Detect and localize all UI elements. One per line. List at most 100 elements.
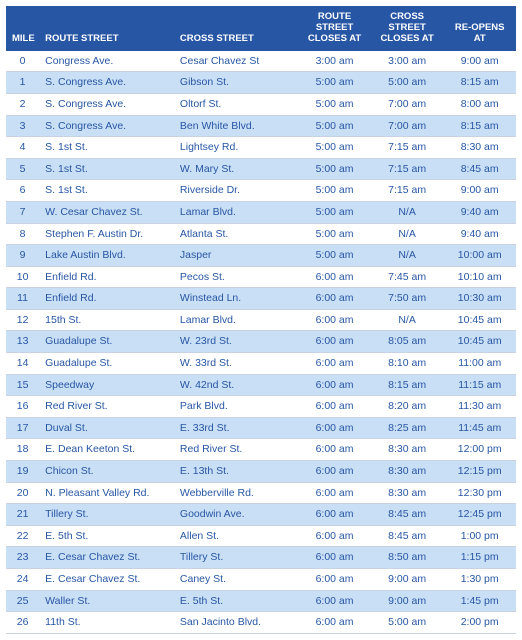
cell-reopens: 8:00 am: [443, 93, 516, 115]
table-row: 1S. Congress Ave.Gibson St.5:00 am5:00 a…: [6, 72, 516, 94]
cell-cross-closes: 9:00 am: [371, 569, 444, 591]
cell-reopens: 11:30 am: [443, 396, 516, 418]
cell-route-closes: 6:00 am: [298, 504, 371, 526]
cell-mile: 21: [6, 504, 39, 526]
cell-reopens: 8:45 am: [443, 158, 516, 180]
cell-cross-closes: 5:00 am: [371, 612, 444, 634]
cell-route-closes: 6:00 am: [298, 569, 371, 591]
cell-reopens: 12:15 pm: [443, 461, 516, 483]
header-reopens: RE-OPENS AT: [443, 6, 516, 51]
cell-cross-closes: 7:45 am: [371, 266, 444, 288]
cell-route: Lake Austin Blvd.: [39, 245, 174, 267]
cell-reopens: 9:00 am: [443, 51, 516, 72]
cell-route: S. Congress Ave.: [39, 72, 174, 94]
table-row: 8Stephen F. Austin Dr.Atlanta St.5:00 am…: [6, 223, 516, 245]
cell-mile: 7: [6, 201, 39, 223]
table-row: 25Waller St.E. 5th St.6:00 am9:00 am1:45…: [6, 590, 516, 612]
cell-cross: Atlanta St.: [174, 223, 298, 245]
table-row: 0Congress Ave.Cesar Chavez St3:00 am3:00…: [6, 51, 516, 72]
table-row: 2611th St.San Jacinto Blvd.6:00 am5:00 a…: [6, 612, 516, 634]
cell-route-closes: 3:00 am: [298, 51, 371, 72]
cell-reopens: 10:30 am: [443, 288, 516, 310]
table-row: 23E. Cesar Chavez St.Tillery St.6:00 am8…: [6, 547, 516, 569]
cell-reopens: 10:45 am: [443, 309, 516, 331]
cell-mile: 15: [6, 374, 39, 396]
table-row: 6S. 1st St.Riverside Dr.5:00 am7:15 am9:…: [6, 180, 516, 202]
cell-mile: 4: [6, 137, 39, 159]
table-row: 22E. 5th St.Allen St.6:00 am8:45 am1:00 …: [6, 525, 516, 547]
cell-route-closes: 5:00 am: [298, 245, 371, 267]
table-row: 10Enfield Rd.Pecos St.6:00 am7:45 am10:1…: [6, 266, 516, 288]
cell-cross-closes: 5:00 am: [371, 72, 444, 94]
cell-cross: E. 33rd St.: [174, 417, 298, 439]
cell-mile: 18: [6, 439, 39, 461]
cell-route: E. Dean Keeton St.: [39, 439, 174, 461]
cell-reopens: 10:10 am: [443, 266, 516, 288]
cell-cross-closes: 8:20 am: [371, 396, 444, 418]
table-row: 16Red River St.Park Blvd.6:00 am8:20 am1…: [6, 396, 516, 418]
cell-route-closes: 5:00 am: [298, 180, 371, 202]
cell-route: 15th St.: [39, 309, 174, 331]
cell-cross-closes: N/A: [371, 245, 444, 267]
street-closures-table: MILE ROUTE STREET CROSS STREET ROUTE STR…: [6, 6, 516, 634]
cell-reopens: 11:45 am: [443, 417, 516, 439]
cell-route-closes: 5:00 am: [298, 158, 371, 180]
cell-reopens: 10:45 am: [443, 331, 516, 353]
cell-reopens: 10:00 am: [443, 245, 516, 267]
cell-route: S. Congress Ave.: [39, 115, 174, 137]
cell-reopens: 2:00 pm: [443, 612, 516, 634]
cell-reopens: 1:00 pm: [443, 525, 516, 547]
cell-route-closes: 6:00 am: [298, 288, 371, 310]
cell-cross: Pecos St.: [174, 266, 298, 288]
cell-mile: 12: [6, 309, 39, 331]
table-row: 9Lake Austin Blvd.Jasper5:00 amN/A10:00 …: [6, 245, 516, 267]
cell-mile: 10: [6, 266, 39, 288]
cell-cross-closes: 7:15 am: [371, 158, 444, 180]
cell-mile: 13: [6, 331, 39, 353]
cell-route-closes: 6:00 am: [298, 525, 371, 547]
cell-cross: Caney St.: [174, 569, 298, 591]
cell-route-closes: 5:00 am: [298, 137, 371, 159]
table-row: 15SpeedwayW. 42nd St.6:00 am8:15 am11:15…: [6, 374, 516, 396]
cell-route: Enfield Rd.: [39, 288, 174, 310]
cell-route: E. Cesar Chavez St.: [39, 547, 174, 569]
cell-reopens: 12:45 pm: [443, 504, 516, 526]
cell-route-closes: 6:00 am: [298, 547, 371, 569]
cell-cross: W. 42nd St.: [174, 374, 298, 396]
cell-mile: 9: [6, 245, 39, 267]
cell-route-closes: 6:00 am: [298, 461, 371, 483]
cell-cross: W. 23rd St.: [174, 331, 298, 353]
header-cross-closes: CROSS STREET CLOSES AT: [371, 6, 444, 51]
cell-cross: Gibson St.: [174, 72, 298, 94]
cell-route: Red River St.: [39, 396, 174, 418]
cell-reopens: 8:15 am: [443, 115, 516, 137]
cell-cross: E. 5th St.: [174, 590, 298, 612]
cell-route: S. Congress Ave.: [39, 93, 174, 115]
cell-cross-closes: 8:30 am: [371, 461, 444, 483]
cell-reopens: 9:40 am: [443, 201, 516, 223]
cell-mile: 11: [6, 288, 39, 310]
cell-cross: W. Mary St.: [174, 158, 298, 180]
header-route-closes: ROUTE STREET CLOSES AT: [298, 6, 371, 51]
cell-route-closes: 6:00 am: [298, 309, 371, 331]
cell-mile: 17: [6, 417, 39, 439]
cell-cross-closes: 8:05 am: [371, 331, 444, 353]
cell-mile: 6: [6, 180, 39, 202]
cell-route-closes: 5:00 am: [298, 115, 371, 137]
cell-cross-closes: 7:15 am: [371, 137, 444, 159]
cell-route: Guadalupe St.: [39, 331, 174, 353]
cell-reopens: 8:30 am: [443, 137, 516, 159]
table-row: 19Chicon St.E. 13th St.6:00 am8:30 am12:…: [6, 461, 516, 483]
cell-mile: 14: [6, 353, 39, 375]
cell-route-closes: 5:00 am: [298, 223, 371, 245]
header-mile: MILE: [6, 6, 39, 51]
cell-cross: Goodwin Ave.: [174, 504, 298, 526]
cell-route: Tillery St.: [39, 504, 174, 526]
table-row: 17Duval St.E. 33rd St.6:00 am8:25 am11:4…: [6, 417, 516, 439]
cell-route-closes: 6:00 am: [298, 374, 371, 396]
cell-route: W. Cesar Chavez St.: [39, 201, 174, 223]
cell-cross: Oltorf St.: [174, 93, 298, 115]
cell-route: S. 1st St.: [39, 180, 174, 202]
cell-cross-closes: 9:00 am: [371, 590, 444, 612]
cell-route-closes: 5:00 am: [298, 93, 371, 115]
